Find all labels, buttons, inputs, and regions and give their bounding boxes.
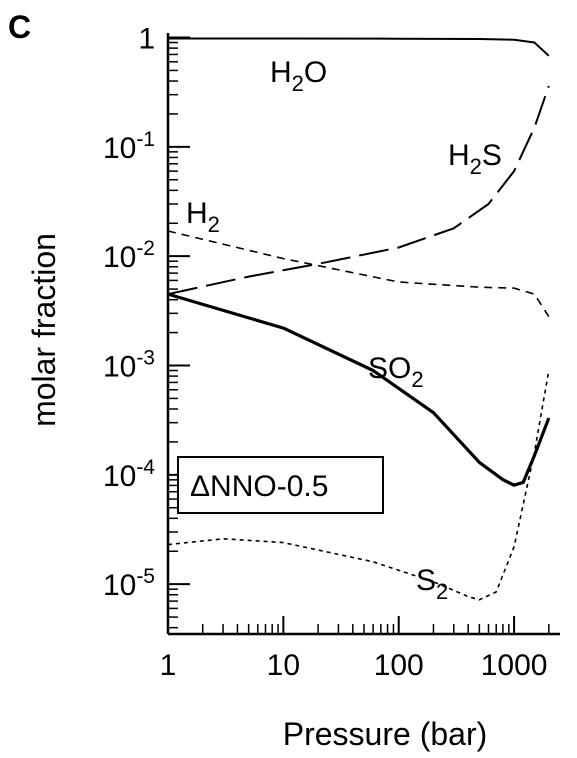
series-label-0: H2O: [270, 56, 327, 96]
panel-label: C: [8, 9, 31, 45]
y-tick-labels: 1 10-1 10-2 10-3 10-4 10-5: [103, 23, 155, 603]
y-axis-title: molar fraction: [26, 233, 62, 427]
y-tick-label: 10-4: [103, 456, 155, 493]
y-tick-label: 10-3: [103, 347, 155, 384]
annotation-box: ΔNNO-0.5: [177, 456, 384, 514]
series-label-3: SO2: [368, 352, 424, 392]
series-line-4: [167, 370, 550, 601]
series-label-4: S2: [416, 564, 448, 604]
x-tick-label: 10: [267, 649, 300, 682]
y-tick-label: 10-1: [103, 128, 155, 165]
annotation-box-text: ΔNNO-0.5: [190, 470, 328, 503]
series-lines: [167, 37, 551, 601]
series-line-2: [167, 230, 550, 318]
series-label-1: H2S: [448, 139, 502, 179]
x-tick-label: 1000: [481, 649, 548, 682]
series-label-2: H2: [186, 197, 220, 237]
y-tick-label: 1: [138, 23, 155, 56]
x-axis-title: Pressure (bar): [283, 716, 488, 752]
x-tick-label: 1: [160, 649, 177, 682]
x-tick-label: 100: [374, 649, 424, 682]
series-labels: H2O H2S H2 SO2 S2: [186, 56, 502, 604]
series-line-0: [168, 37, 550, 57]
y-tick-label: 10-2: [103, 237, 155, 274]
y-tick-label: 10-5: [103, 565, 155, 602]
series-line-1: [167, 85, 550, 296]
annotation-box-frame: [177, 456, 384, 514]
x-tick-labels: 1 10 100 1000: [160, 649, 548, 682]
axes: [166, 33, 560, 636]
series-line-3: [167, 292, 551, 487]
